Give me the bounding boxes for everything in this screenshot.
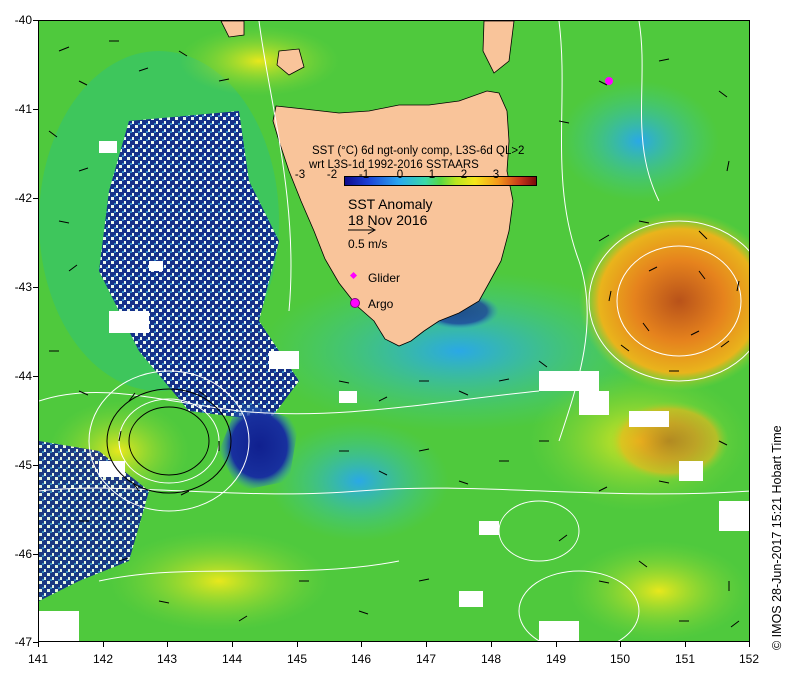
colorbar-tick-label: -2 [326,169,338,181]
x-tick-label: 151 [674,652,696,666]
y-tickmark [33,554,38,555]
x-tickmark [167,642,168,647]
x-tick-label: 146 [350,652,372,666]
colorbar [344,176,537,186]
x-tickmark [556,642,557,647]
eddy-cold-circles [106,388,232,494]
y-tick-label: -40 [14,13,32,27]
land-tasmania [220,21,515,347]
x-tick-label: 143 [156,652,178,666]
y-tick-label: -45 [14,458,32,472]
y-tick-label: -47 [14,635,32,649]
legend-title-line1: SST (°C) 6d ngt-only comp, L3S-6d QL>2 [312,145,525,157]
x-tickmark [749,642,750,647]
x-tickmark [426,642,427,647]
y-tickmark [33,198,38,199]
x-tick-label: 150 [609,652,631,666]
x-tickmark [491,642,492,647]
credit-text: © IMOS 28-Jun-2017 15:21 Hobart Time [770,425,784,650]
x-tick-label: 152 [738,652,760,666]
x-tickmark [685,642,686,647]
y-tickmark [33,109,38,110]
scale-arrow-icon [348,225,377,235]
scale-label: 0.5 m/s [348,237,388,251]
y-tickmark [33,642,38,643]
x-tickmark [232,642,233,647]
cloud-gaps [39,141,749,641]
y-tick-label: -41 [14,102,32,116]
colorbar-tick-label: 3 [492,169,500,181]
x-tickmark [361,642,362,647]
x-tick-label: 148 [480,652,502,666]
map-date: 18 Nov 2016 [348,212,428,228]
colorbar-tick-label: 1 [428,169,436,181]
colorbar-tick-label: -1 [358,169,370,181]
x-tick-label: 145 [286,652,308,666]
colorbar-tick-label: 2 [460,169,468,181]
x-tickmark [297,642,298,647]
glider-legend-label: Glider [368,271,401,285]
contour-lines [39,21,749,641]
y-tickmark [33,20,38,21]
y-tick-label: -43 [14,280,32,294]
y-tickmark [33,287,38,288]
argo-marker-icon [350,298,360,308]
colorbar-tick-label: 0 [396,169,404,181]
station-marker-icon [605,77,613,85]
cold-anomaly-region [39,111,499,601]
x-tick-label: 144 [221,652,243,666]
x-tickmark [103,642,104,647]
colorbar-tick-label: -3 [294,169,306,181]
y-tickmark [33,465,38,466]
x-tick-label: 149 [545,652,567,666]
x-tick-label: 142 [92,652,114,666]
y-tickmark [33,376,38,377]
x-tickmark [38,642,39,647]
x-tick-label: 147 [415,652,437,666]
y-tick-label: -46 [14,547,32,561]
current-vectors [48,40,740,628]
argo-legend-label: Argo [368,297,394,311]
x-tick-label: 141 [27,652,49,666]
y-tick-label: -44 [14,369,32,383]
legend-title-line2: wrt L3S-1d 1992-2016 SSTAARS [309,159,479,171]
x-tickmark [620,642,621,647]
map-canvas [39,21,749,641]
sst-anomaly-map[interactable]: SST (°C) 6d ngt-only comp, L3S-6d QL>2 w… [38,20,750,642]
y-tick-label: -42 [14,191,32,205]
anomaly-title: SST Anomaly [348,196,433,212]
